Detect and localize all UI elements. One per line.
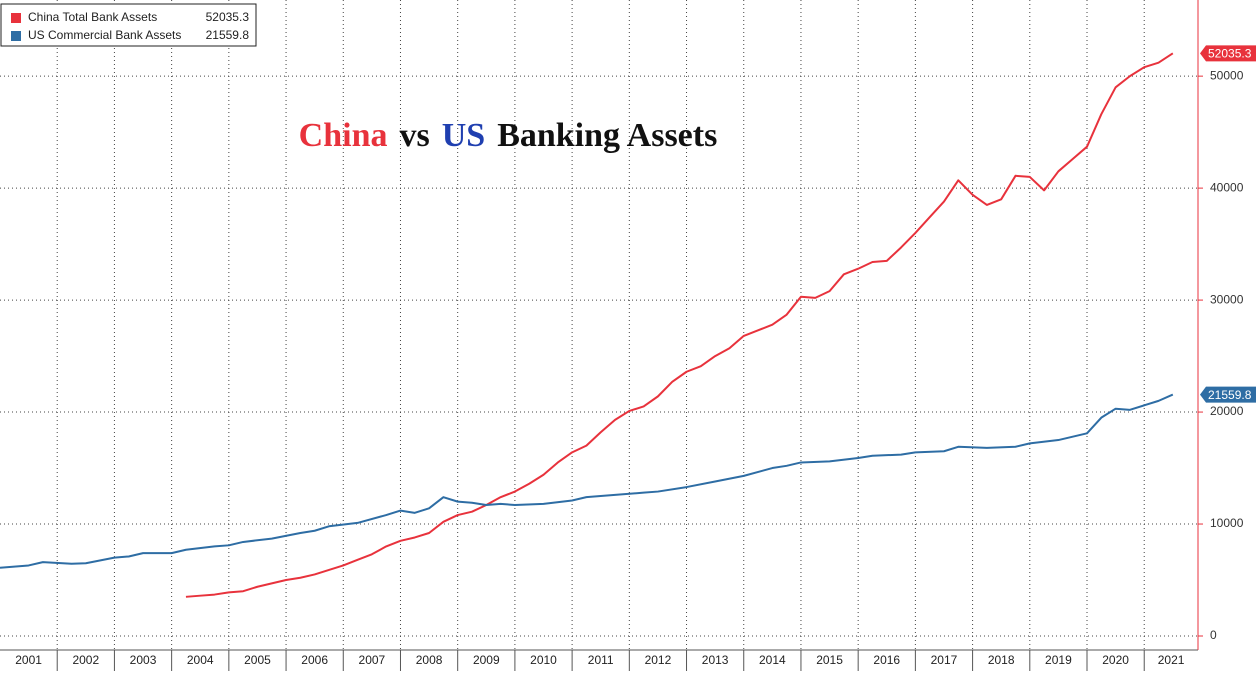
x-tick-label: 2006 (301, 653, 328, 667)
x-tick-label: 2015 (816, 653, 843, 667)
title-part: Banking Assets (497, 117, 717, 154)
x-tick-label: 2012 (645, 653, 672, 667)
x-tick-label: 2014 (759, 653, 786, 667)
x-tick-label: 2017 (931, 653, 958, 667)
y-tick-label: 10000 (1210, 516, 1244, 530)
title-part: US (442, 117, 485, 154)
x-tick-label: 2013 (702, 653, 729, 667)
x-tick-label: 2020 (1102, 653, 1129, 667)
y-tick-label: 50000 (1210, 68, 1244, 82)
x-tick-label: 2021 (1158, 653, 1185, 667)
value-callout (1200, 386, 1256, 403)
value-callout-label: 21559.8 (1208, 388, 1252, 402)
value-callout-label: 52035.3 (1208, 47, 1252, 61)
x-tick-label: 2010 (530, 653, 557, 667)
title-part: vs (399, 117, 429, 154)
legend-value: 52035.3 (206, 10, 250, 24)
legend-swatch (11, 13, 21, 23)
legend-label: China Total Bank Assets (28, 10, 157, 24)
legend-value: 21559.8 (206, 28, 250, 42)
x-tick-label: 2018 (988, 653, 1015, 667)
chart-title: China vs US Banking Assets (299, 117, 718, 154)
legend-label: US Commercial Bank Assets (28, 28, 181, 42)
x-tick-label: 2005 (244, 653, 271, 667)
series-line (0, 393, 1174, 569)
value-callout (1200, 45, 1256, 62)
series-line (185, 52, 1174, 598)
x-tick-label: 2004 (187, 653, 214, 667)
x-tick-label: 2019 (1045, 653, 1072, 667)
legend: China Total Bank Assets 52035.3 US Commerc… (0, 3, 257, 47)
legend-swatch (11, 31, 21, 41)
x-tick-label: 2003 (130, 653, 157, 667)
grid (0, 0, 1198, 650)
y-tick-label: 0 (1210, 628, 1217, 642)
x-tick-label: 2001 (15, 653, 42, 667)
x-tick-label: 2002 (72, 653, 99, 667)
x-tick-label: 2011 (588, 653, 614, 667)
x-tick-label: 2008 (416, 653, 443, 667)
title-part: China (299, 117, 388, 154)
plot-lines (0, 52, 1174, 598)
y-tick-label: 30000 (1210, 292, 1244, 306)
y-tick-label: 40000 (1210, 180, 1244, 194)
x-tick-label: 2009 (473, 653, 500, 667)
y-tick-label: 20000 (1210, 404, 1244, 418)
x-tick-label: 2007 (359, 653, 386, 667)
x-tick-label: 2016 (873, 653, 900, 667)
legend-box (0, 3, 257, 47)
